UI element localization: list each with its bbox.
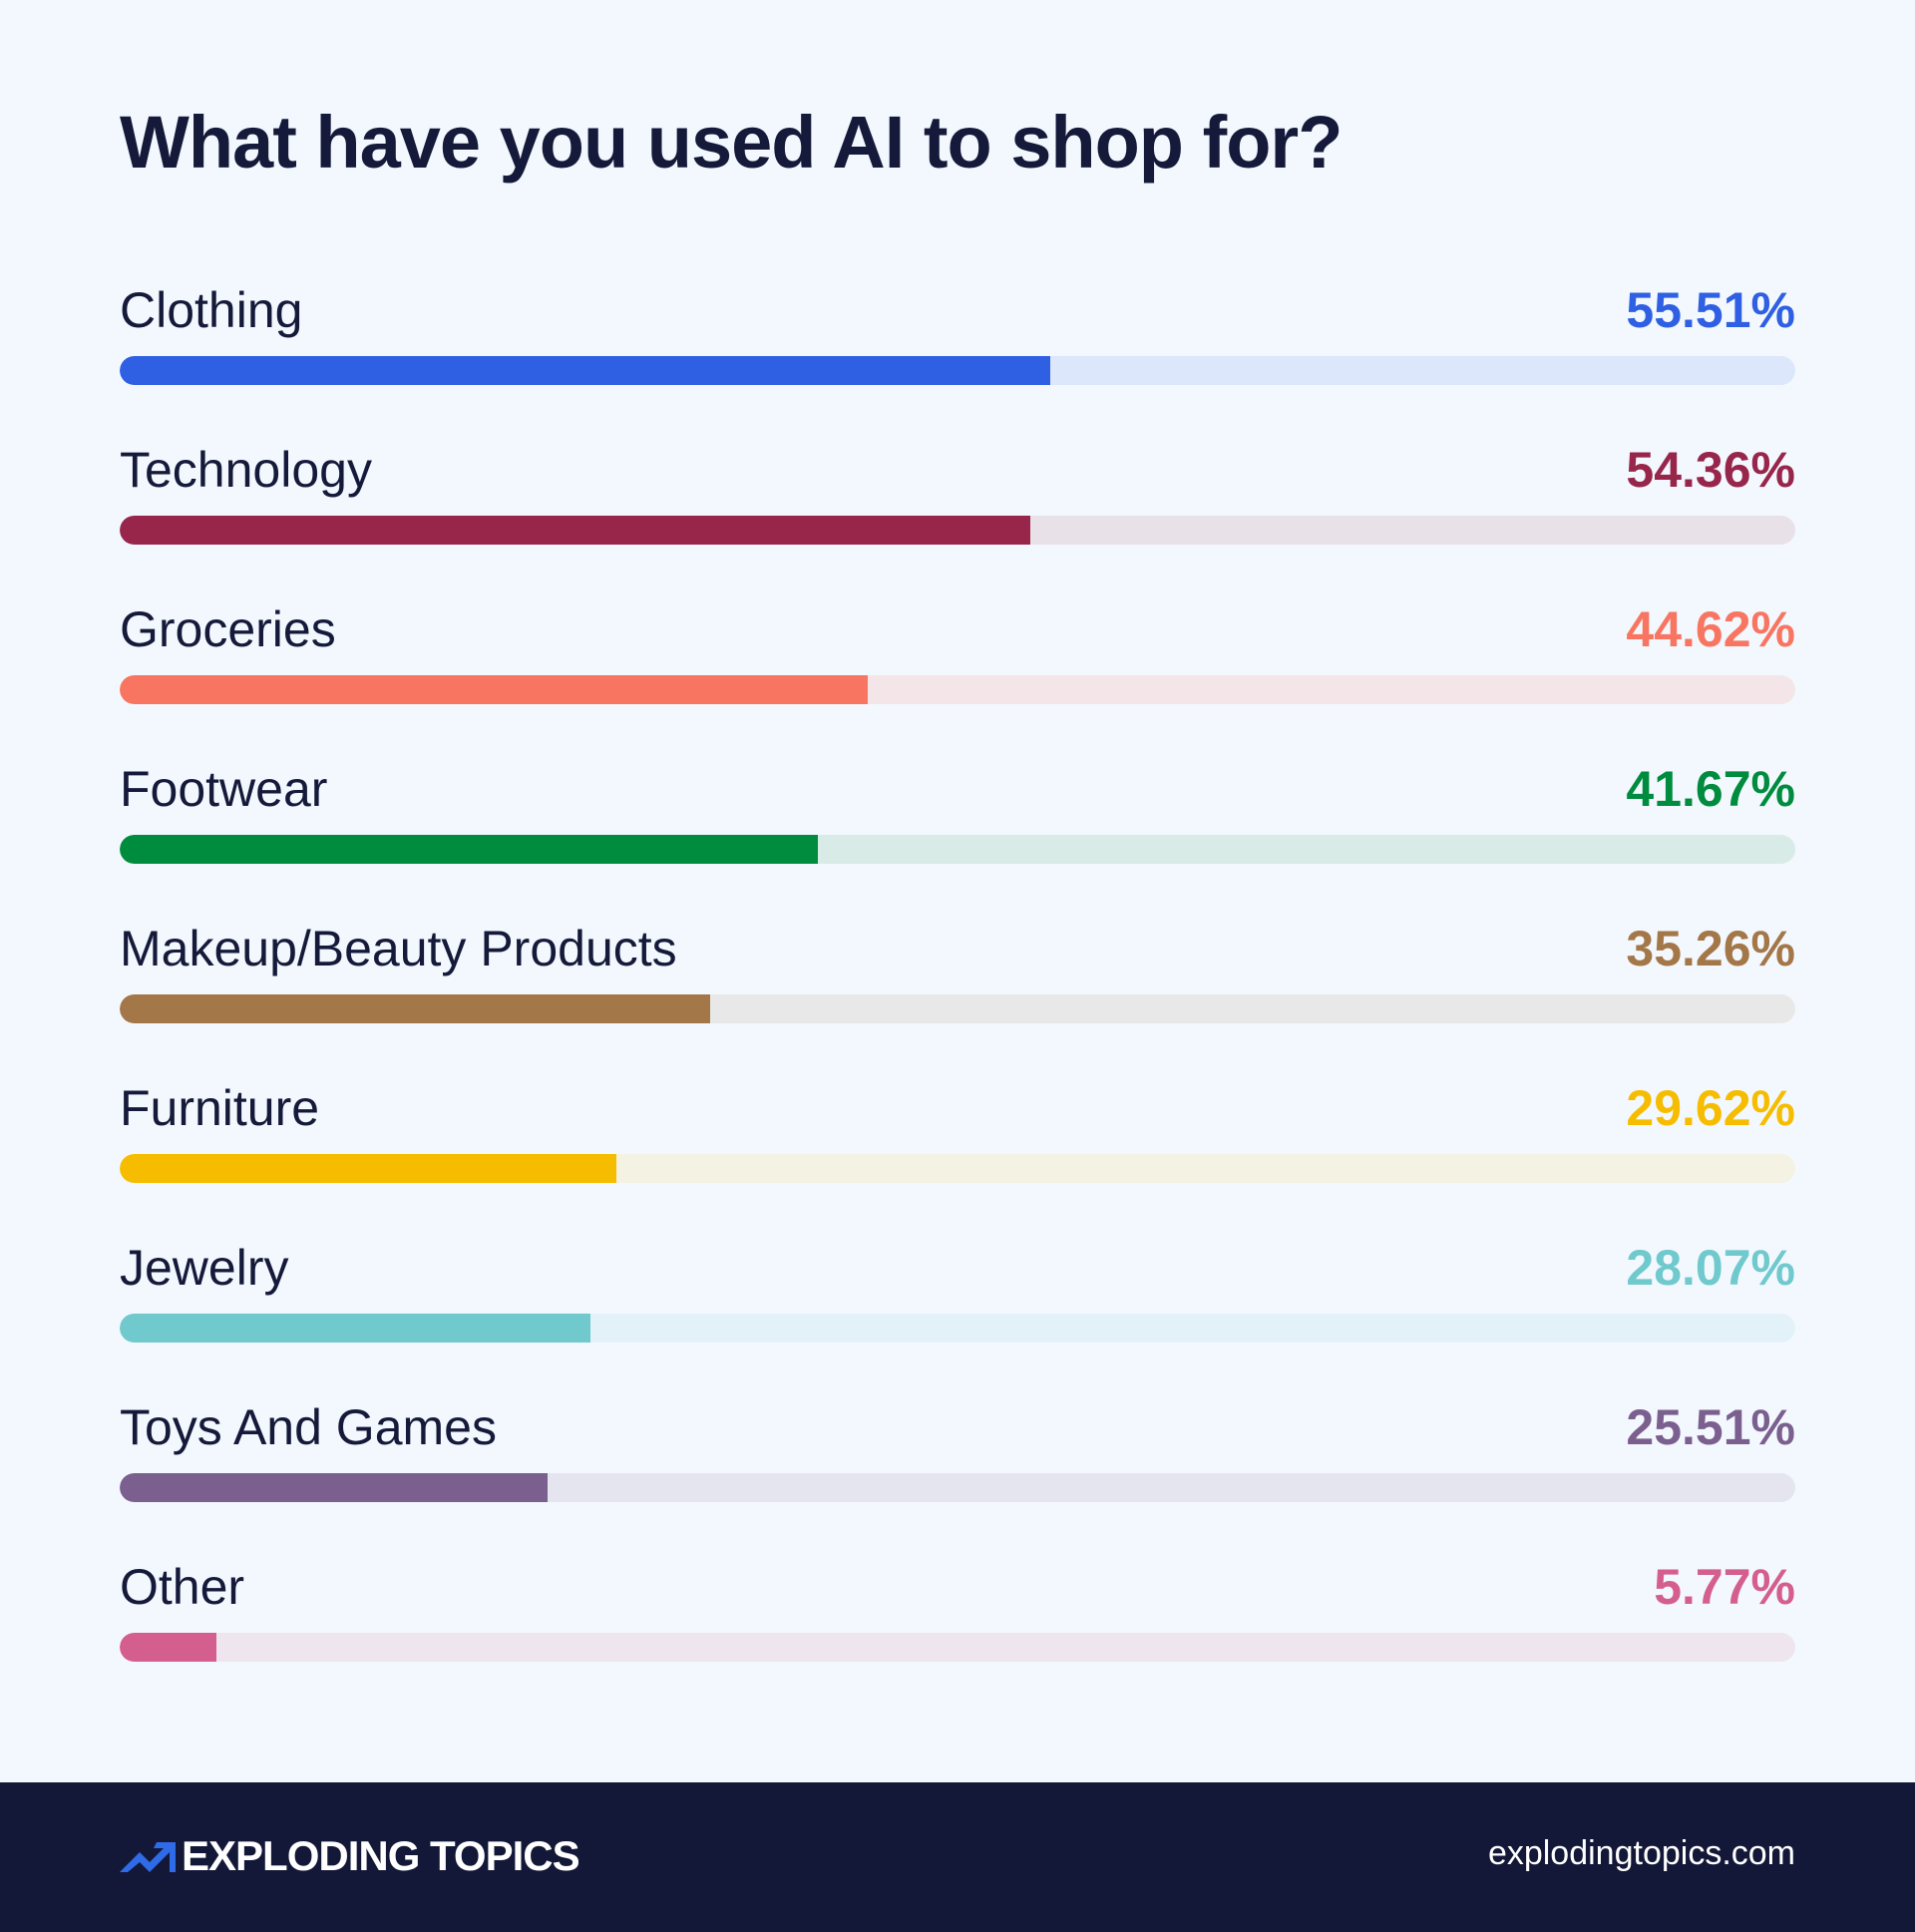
bar-track [120,675,1795,704]
chart-title: What have you used AI to shop for? [120,101,1342,184]
category-label: Footwear [120,761,328,817]
bar-row: Clothing 55.51% [120,281,1795,391]
footer: EXPLODING TOPICS explodingtopics.com [0,1782,1915,1932]
bar-track [120,994,1795,1023]
value-label: 55.51% [1626,282,1795,338]
category-label: Toys And Games [120,1399,497,1455]
bar-track [120,1473,1795,1502]
category-label: Groceries [120,601,336,657]
value-label: 25.51% [1626,1399,1795,1455]
site-url[interactable]: explodingtopics.com [1487,1834,1795,1872]
bar [120,994,711,1023]
bar-row: Makeup/Beauty Products 35.26% [120,920,1795,1029]
category-label: Clothing [120,282,303,338]
brand-name: EXPLODING TOPICS [182,1832,580,1879]
value-label: 29.62% [1626,1080,1795,1136]
bar-row: Footwear 41.67% [120,760,1795,870]
bar-row: Other 5.77% [120,1558,1795,1668]
bar-track [120,835,1795,864]
bar [120,356,1050,385]
bar [120,1314,590,1343]
category-label: Makeup/Beauty Products [120,921,677,976]
bar [120,675,868,704]
bar-track [120,1314,1795,1343]
trend-arrow-icon [120,1842,176,1872]
category-label: Technology [120,442,372,498]
bar-track [120,1633,1795,1662]
value-label: 44.62% [1626,601,1795,657]
value-label: 35.26% [1626,921,1795,976]
category-label: Jewelry [120,1240,289,1296]
category-label: Furniture [120,1080,320,1136]
bar-row: Jewelry 28.07% [120,1239,1795,1349]
bar [120,1633,216,1662]
bar-row: Groceries 44.62% [120,600,1795,710]
bar [120,516,1031,545]
bar [120,1154,616,1183]
bar-row: Furniture 29.62% [120,1079,1795,1189]
value-label: 5.77% [1654,1559,1795,1615]
value-label: 28.07% [1626,1240,1795,1296]
value-label: 54.36% [1626,442,1795,498]
bar-row: Toys And Games 25.51% [120,1398,1795,1508]
bar-track [120,516,1795,545]
bar [120,835,819,864]
bar-track [120,356,1795,385]
value-label: 41.67% [1626,761,1795,817]
bar [120,1473,548,1502]
brand-logo[interactable]: EXPLODING TOPICS [120,1832,580,1880]
bar-row: Technology 54.36% [120,441,1795,551]
category-label: Other [120,1559,245,1615]
bar-track [120,1154,1795,1183]
